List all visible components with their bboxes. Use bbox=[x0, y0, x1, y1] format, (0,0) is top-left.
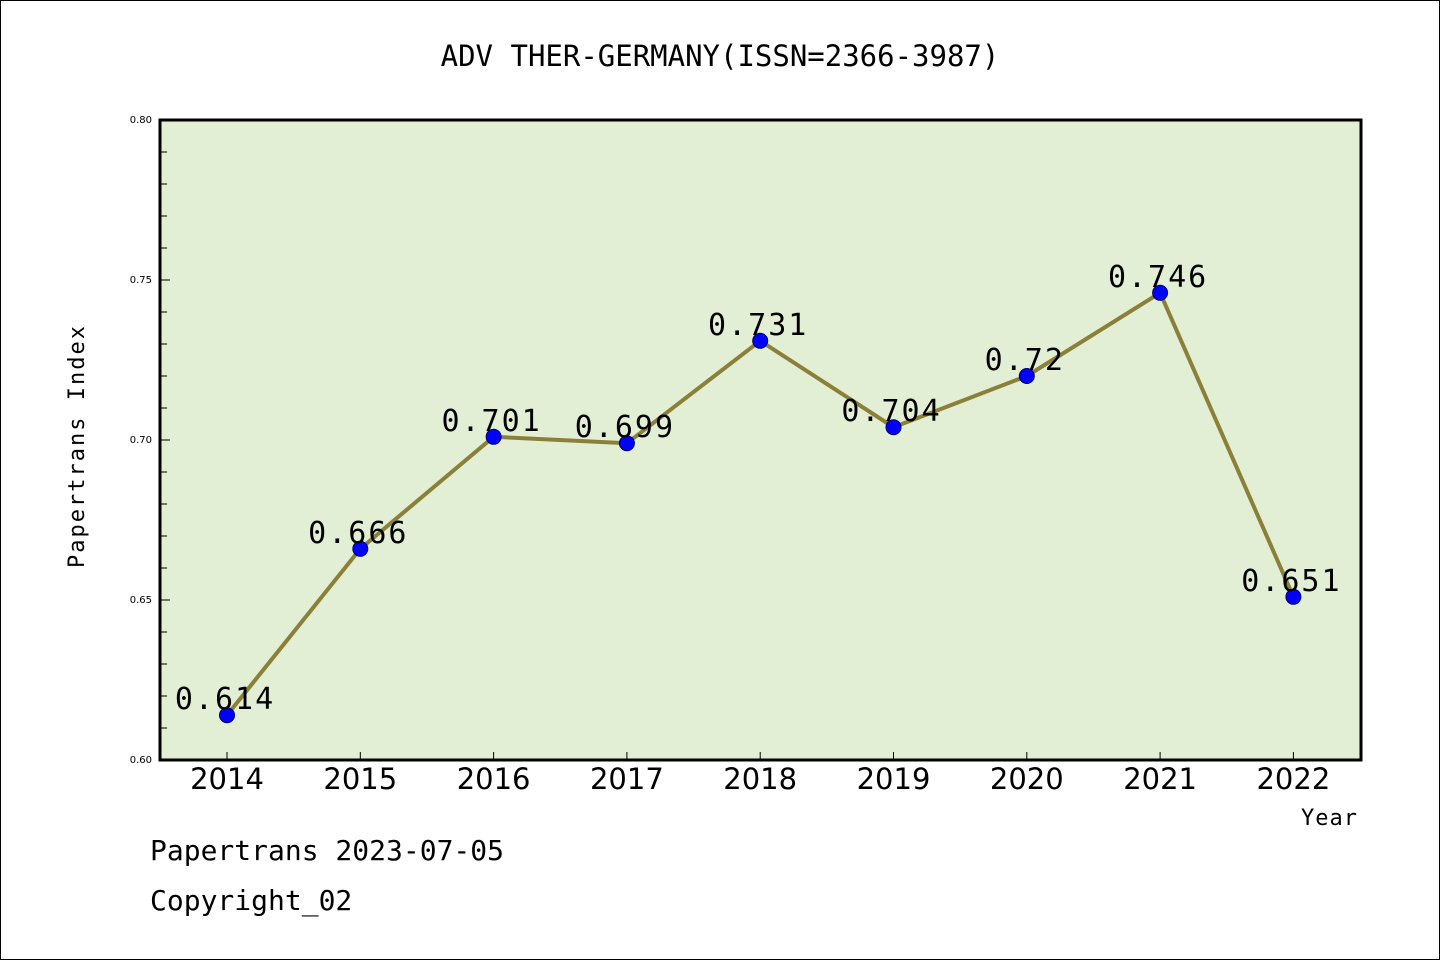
y-axis-label: Papertrans Index bbox=[65, 324, 90, 568]
y-tick-label: 0.80 bbox=[130, 115, 152, 126]
data-point bbox=[352, 540, 369, 557]
data-point bbox=[1018, 368, 1035, 384]
x-tick-label: 2020 bbox=[990, 762, 1064, 796]
x-tick-label: 2019 bbox=[857, 762, 931, 796]
x-tick-label: 2014 bbox=[190, 762, 264, 796]
x-tick-label: 2021 bbox=[1123, 762, 1197, 796]
footer-source: Papertrans 2023-07-05 bbox=[150, 834, 505, 867]
data-labels: 0.614 0.666 0.701 0.699 0.731 0.704 0.72 0.746 0… bbox=[175, 260, 1341, 717]
data-label: 0.699 bbox=[575, 410, 675, 445]
y-tick-label: 0.65 bbox=[130, 595, 152, 606]
x-axis-label: Year bbox=[1301, 806, 1358, 831]
data-label: 0.666 bbox=[308, 516, 408, 551]
x-tick-label: 2022 bbox=[1256, 762, 1330, 796]
x-tick-label: 2016 bbox=[457, 762, 531, 796]
x-tick-label: 2017 bbox=[590, 762, 664, 796]
x-tick-label: 2015 bbox=[323, 762, 397, 796]
data-label: 0.651 bbox=[1241, 564, 1341, 599]
data-label: 0.731 bbox=[708, 308, 808, 343]
footer-copyright: Copyright_02 bbox=[150, 884, 353, 917]
plot-area bbox=[160, 120, 1361, 760]
x-axis: 2014 2015 2016 2017 2018 2019 2020 2021 2022 bbox=[190, 752, 1330, 796]
data-label: 0.704 bbox=[841, 394, 941, 429]
plot-border bbox=[158, 118, 1363, 762]
data-label: 0.614 bbox=[175, 682, 275, 717]
data-point bbox=[752, 332, 769, 349]
data-label: 0.701 bbox=[441, 404, 541, 439]
data-label: 0.72 bbox=[985, 343, 1065, 378]
data-point bbox=[1285, 588, 1302, 605]
x-tick-label: 2018 bbox=[723, 762, 797, 796]
data-point bbox=[618, 435, 635, 452]
chart-title: ADV THER-GERMANY(ISSN=2366-3987) bbox=[441, 39, 1000, 73]
data-point bbox=[219, 707, 235, 724]
y-tick-label: 0.60 bbox=[130, 755, 152, 766]
data-point bbox=[885, 419, 902, 436]
y-tick-label: 0.75 bbox=[130, 275, 152, 286]
data-point bbox=[485, 428, 502, 445]
series-markers bbox=[219, 284, 1302, 724]
y-tick-label: 0.70 bbox=[130, 435, 152, 446]
data-label: 0.746 bbox=[1108, 260, 1208, 295]
data-point bbox=[1152, 284, 1169, 301]
